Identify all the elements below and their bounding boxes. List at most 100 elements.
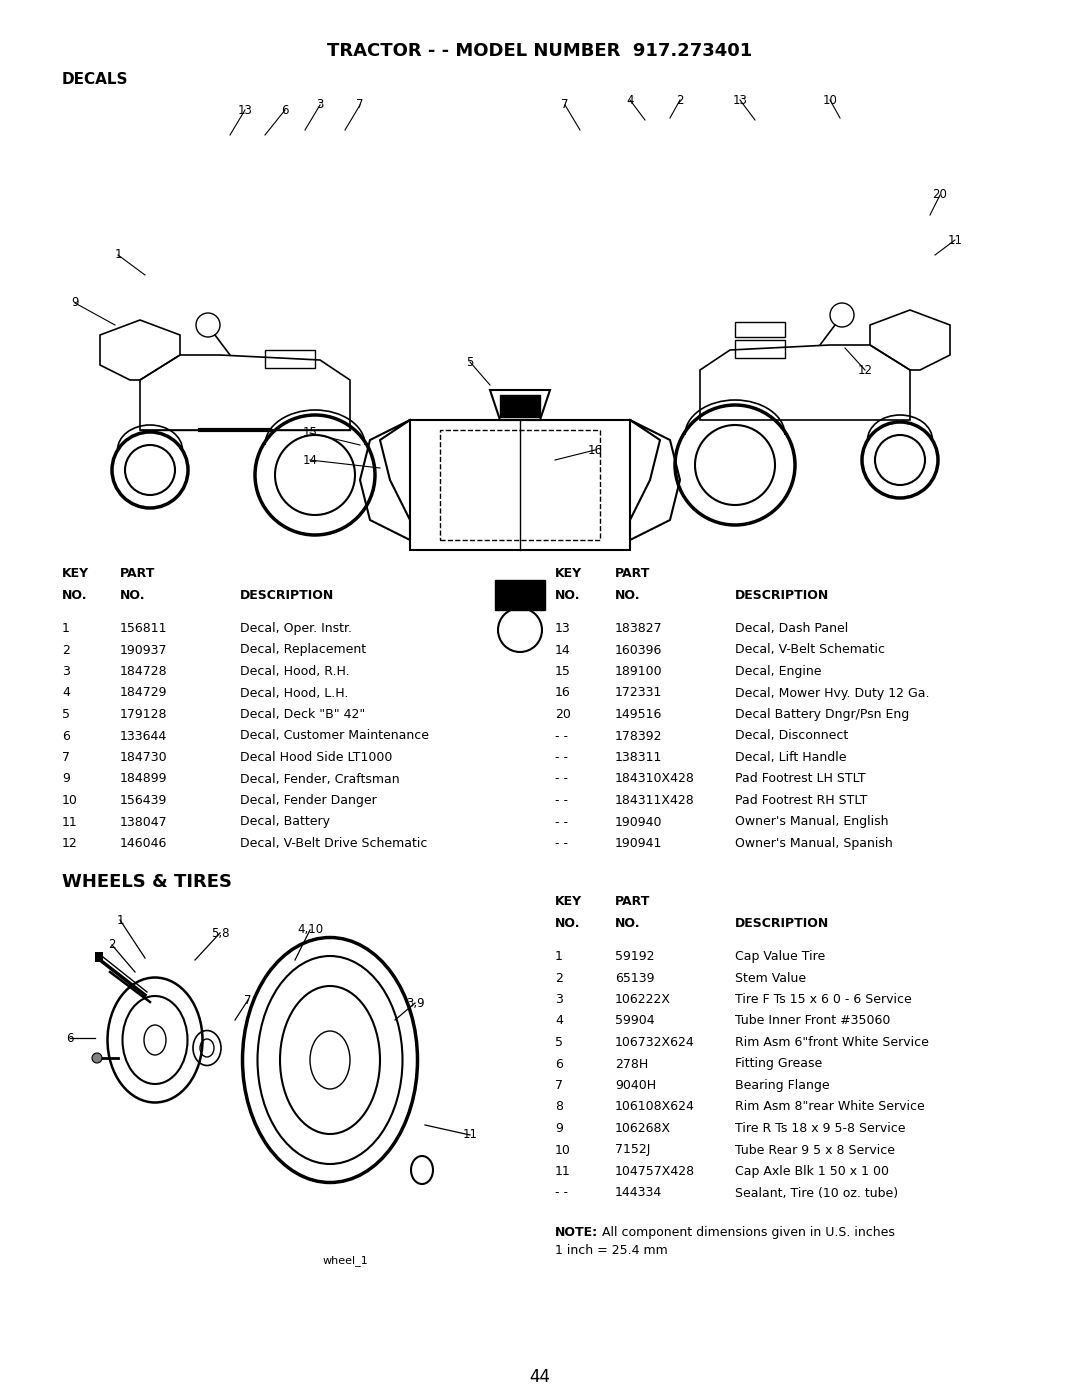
Text: 59904: 59904 [615,1014,654,1028]
Text: Bearing Flange: Bearing Flange [735,1078,829,1092]
Text: Tire F Ts 15 x 6 0 - 6 Service: Tire F Ts 15 x 6 0 - 6 Service [735,993,912,1006]
Text: 8: 8 [555,1101,563,1113]
Text: 3: 3 [316,99,324,112]
Text: 10: 10 [555,1144,571,1157]
Text: 13: 13 [555,622,570,636]
Text: 10: 10 [62,793,78,807]
Text: 7152J: 7152J [615,1144,650,1157]
Text: Cap Value Tire: Cap Value Tire [735,950,825,963]
Text: 20: 20 [555,708,571,721]
Text: Decal, Deck "B" 42": Decal, Deck "B" 42" [240,708,365,721]
Text: Decal, V-Belt Schematic: Decal, V-Belt Schematic [735,644,885,657]
Text: 2: 2 [108,939,116,951]
Text: 106268X: 106268X [615,1122,671,1134]
Text: 144334: 144334 [615,1186,662,1200]
Text: - -: - - [555,793,568,807]
Text: 160396: 160396 [615,644,662,657]
Text: DESCRIPTION: DESCRIPTION [735,590,829,602]
Text: 106732X624: 106732X624 [615,1037,694,1049]
Text: PART: PART [615,895,650,908]
Text: Tube Rear 9 5 x 8 Service: Tube Rear 9 5 x 8 Service [735,1144,895,1157]
Text: 3: 3 [62,665,70,678]
Text: 184728: 184728 [120,665,167,678]
Text: 11: 11 [555,1165,570,1178]
Text: 184729: 184729 [120,686,167,700]
Text: 7: 7 [562,99,569,112]
Text: - -: - - [555,816,568,828]
Text: NO.: NO. [120,590,146,602]
Text: - -: - - [555,837,568,849]
Text: 156811: 156811 [120,622,167,636]
Text: 6: 6 [66,1031,73,1045]
Text: - -: - - [555,773,568,785]
Text: Rim Asm 6"front White Service: Rim Asm 6"front White Service [735,1037,929,1049]
Text: NO.: NO. [555,590,581,602]
Circle shape [92,1053,102,1063]
Text: Decal, Hood, R.H.: Decal, Hood, R.H. [240,665,350,678]
Text: 138047: 138047 [120,816,167,828]
Text: Decal, Lift Handle: Decal, Lift Handle [735,752,847,764]
Text: 190941: 190941 [615,837,662,849]
Text: 1: 1 [114,249,122,261]
Text: 9: 9 [555,1122,563,1134]
Bar [410,420,630,550]
Text: Decal Battery Dngr/Psn Eng: Decal Battery Dngr/Psn Eng [735,708,909,721]
Text: 106108X624: 106108X624 [615,1101,694,1113]
Text: 6: 6 [281,103,288,116]
Text: 16: 16 [588,443,603,457]
Text: 5: 5 [555,1037,563,1049]
Text: Stem Value: Stem Value [735,971,806,985]
Text: NOTE:: NOTE: [555,1227,598,1239]
Text: 1: 1 [62,622,70,636]
Text: 6: 6 [62,729,70,742]
Text: 183827: 183827 [615,622,663,636]
Text: 12: 12 [62,837,78,849]
Text: All component dimensions given in U.S. inches: All component dimensions given in U.S. i… [598,1227,895,1239]
Text: TRACTOR - - MODEL NUMBER  917.273401: TRACTOR - - MODEL NUMBER 917.273401 [327,42,753,60]
Text: 179128: 179128 [120,708,167,721]
Text: 133644: 133644 [120,729,167,742]
Text: Tube Inner Front #35060: Tube Inner Front #35060 [735,1014,890,1028]
Text: 156439: 156439 [120,793,167,807]
Text: PART: PART [615,567,650,580]
Text: 172331: 172331 [615,686,662,700]
Text: Decal, Replacement: Decal, Replacement [240,644,366,657]
Text: KEY: KEY [555,895,582,908]
Text: 9: 9 [71,296,79,310]
Text: 7: 7 [62,752,70,764]
Text: 12: 12 [858,363,873,377]
Text: 20: 20 [932,189,947,201]
Text: Decal, V-Belt Drive Schematic: Decal, V-Belt Drive Schematic [240,837,428,849]
Text: 149516: 149516 [615,708,662,721]
Text: Decal, Hood, L.H.: Decal, Hood, L.H. [240,686,349,700]
Text: KEY: KEY [555,567,582,580]
Text: 44: 44 [529,1368,551,1386]
Text: 184730: 184730 [120,752,167,764]
Text: Decal, Fender, Craftsman: Decal, Fender, Craftsman [240,773,400,785]
Text: 184899: 184899 [120,773,167,785]
Text: 4: 4 [62,686,70,700]
Text: 6: 6 [555,1058,563,1070]
Text: Decal Hood Side LT1000: Decal Hood Side LT1000 [240,752,392,764]
Text: Pad Footrest LH STLT: Pad Footrest LH STLT [735,773,866,785]
Text: 1: 1 [555,950,563,963]
Text: 2: 2 [676,94,684,106]
Text: 4,10: 4,10 [297,923,323,936]
Text: 5,8: 5,8 [211,926,229,940]
Bar [735,339,785,358]
Text: NO.: NO. [615,590,640,602]
Text: 3,9: 3,9 [406,996,424,1010]
Text: 9040H: 9040H [615,1078,657,1092]
Text: Rim Asm 8"rear White Service: Rim Asm 8"rear White Service [735,1101,924,1113]
Text: NO.: NO. [555,916,581,930]
Text: 106222X: 106222X [615,993,671,1006]
Text: 4: 4 [555,1014,563,1028]
Text: 189100: 189100 [615,665,663,678]
Text: DESCRIPTION: DESCRIPTION [240,590,334,602]
Text: NO.: NO. [62,590,87,602]
Text: 10: 10 [823,94,837,106]
Text: - -: - - [555,729,568,742]
Text: Decal, Fender Danger: Decal, Fender Danger [240,793,377,807]
Text: 2: 2 [62,644,70,657]
Text: 14: 14 [555,644,570,657]
